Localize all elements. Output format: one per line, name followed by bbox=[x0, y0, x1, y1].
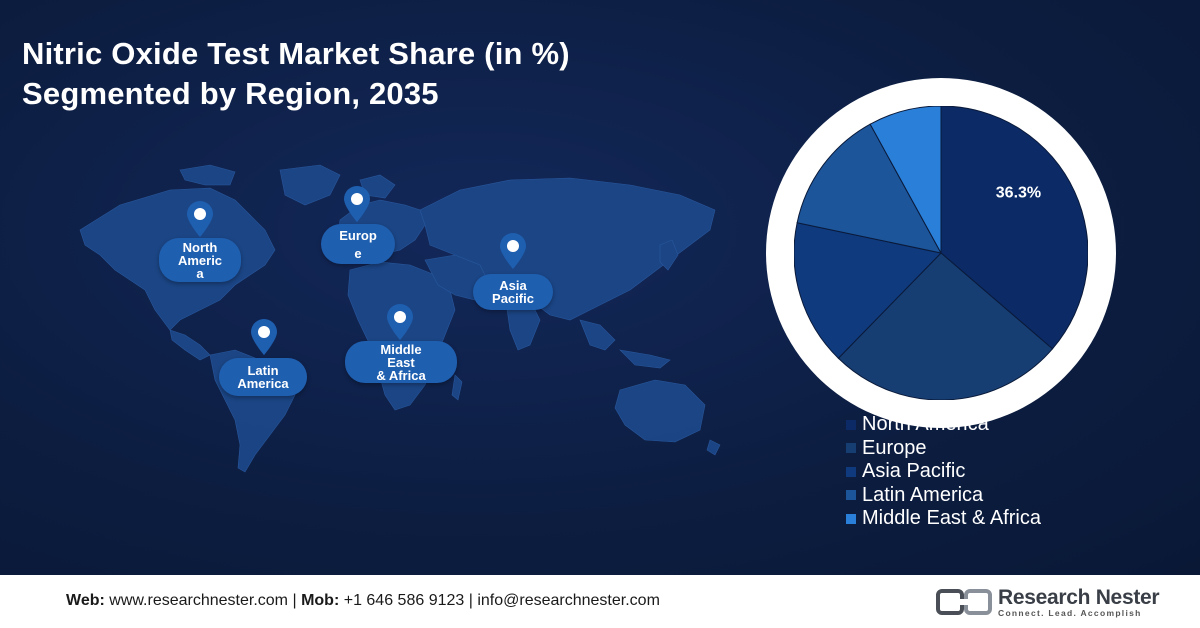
legend-swatch bbox=[846, 443, 856, 454]
location-pin-icon bbox=[251, 319, 277, 355]
legend-swatch bbox=[846, 466, 856, 477]
email-link[interactable]: info@researchnester.com bbox=[477, 592, 660, 609]
region-label-middle-east-africa: Middle East & Africa bbox=[345, 341, 457, 383]
logo-name: Research Nester bbox=[998, 585, 1160, 609]
pie-slice-latin-america bbox=[796, 123, 942, 254]
mob-label: Mob: bbox=[301, 592, 340, 609]
legend-item: Middle East & Africa bbox=[846, 507, 1041, 531]
region-label-line: East bbox=[387, 354, 415, 370]
region-label-line: America bbox=[237, 376, 289, 391]
map-australia bbox=[614, 379, 706, 443]
legend-label: Middle East & Africa bbox=[862, 507, 1041, 530]
pie-slice-asia-pacific bbox=[794, 222, 942, 359]
region-label-line: North bbox=[182, 239, 218, 255]
region-label-line: Pacific bbox=[492, 291, 534, 306]
pie-chart: 36.3% bbox=[794, 106, 1088, 400]
page-title: Nitric Oxide Test Market Share (in %) Se… bbox=[22, 34, 570, 114]
legend-item: North America bbox=[846, 413, 1041, 437]
location-pin-icon bbox=[187, 201, 213, 237]
legend-swatch bbox=[846, 419, 856, 430]
region-label-latin-america: Latin America bbox=[219, 358, 307, 396]
pie-slice-middle-east-africa bbox=[869, 106, 942, 254]
legend-label: Latin America bbox=[862, 483, 984, 506]
footer-contact: Web: www.researchnester.com | Mob: +1 64… bbox=[66, 592, 660, 610]
region-label-north-america: North Americ a bbox=[159, 238, 241, 282]
infographic-canvas: Nitric Oxide Test Market Share (in %) Se… bbox=[0, 0, 1200, 575]
region-label-line: Latin bbox=[247, 363, 279, 378]
region-label-line: Americ bbox=[177, 252, 223, 268]
region-label-line: Asia bbox=[499, 278, 527, 293]
legend-item: Asia Pacific bbox=[846, 460, 1041, 484]
region-label-line: a bbox=[196, 265, 204, 281]
region-label-europe: Europ e bbox=[321, 224, 395, 264]
legend-swatch bbox=[846, 513, 856, 524]
phone-number[interactable]: +1 646 586 9123 bbox=[343, 592, 465, 609]
pie-slice-north-america bbox=[940, 106, 1088, 350]
footer-bar: Web: www.researchnester.com | Mob: +1 64… bbox=[0, 575, 1200, 628]
location-pin-icon bbox=[500, 233, 526, 269]
legend-item: Latin America bbox=[846, 484, 1041, 508]
location-pin-icon bbox=[344, 186, 370, 222]
brand-logo: Research Nester Connect. Lead. Accomplis… bbox=[936, 585, 1160, 619]
web-link[interactable]: www.researchnester.com bbox=[109, 592, 288, 609]
chart-legend: North America Europe Asia Pacific Latin Ame… bbox=[846, 413, 1041, 531]
region-label-asia-pacific: Asia Pacific bbox=[473, 274, 553, 310]
region-label-line: Europ bbox=[339, 227, 377, 243]
legend-label: Asia Pacific bbox=[862, 460, 966, 483]
legend-item: Europe bbox=[846, 437, 1041, 461]
region-label-line: & Africa bbox=[376, 367, 426, 383]
region-label-line: Middle bbox=[380, 341, 422, 357]
pie-slice-europe bbox=[837, 252, 1054, 400]
title-line-2: Segmented by Region, 2035 bbox=[22, 76, 439, 111]
region-label-line: e bbox=[354, 245, 362, 261]
pie-data-label: 36.3% bbox=[996, 184, 1041, 201]
web-label: Web: bbox=[66, 592, 105, 609]
research-nester-logo-icon bbox=[936, 589, 992, 615]
legend-label: North America bbox=[862, 413, 989, 436]
separator: | bbox=[292, 592, 297, 609]
location-pin-icon bbox=[387, 304, 413, 340]
title-line-1: Nitric Oxide Test Market Share (in %) bbox=[22, 36, 570, 71]
separator: | bbox=[468, 592, 473, 609]
pie-chart-frame: 36.3% bbox=[766, 78, 1116, 428]
logo-tagline: Connect. Lead. Accomplish bbox=[998, 607, 1142, 618]
legend-label: Europe bbox=[862, 436, 927, 459]
legend-swatch bbox=[846, 490, 856, 501]
